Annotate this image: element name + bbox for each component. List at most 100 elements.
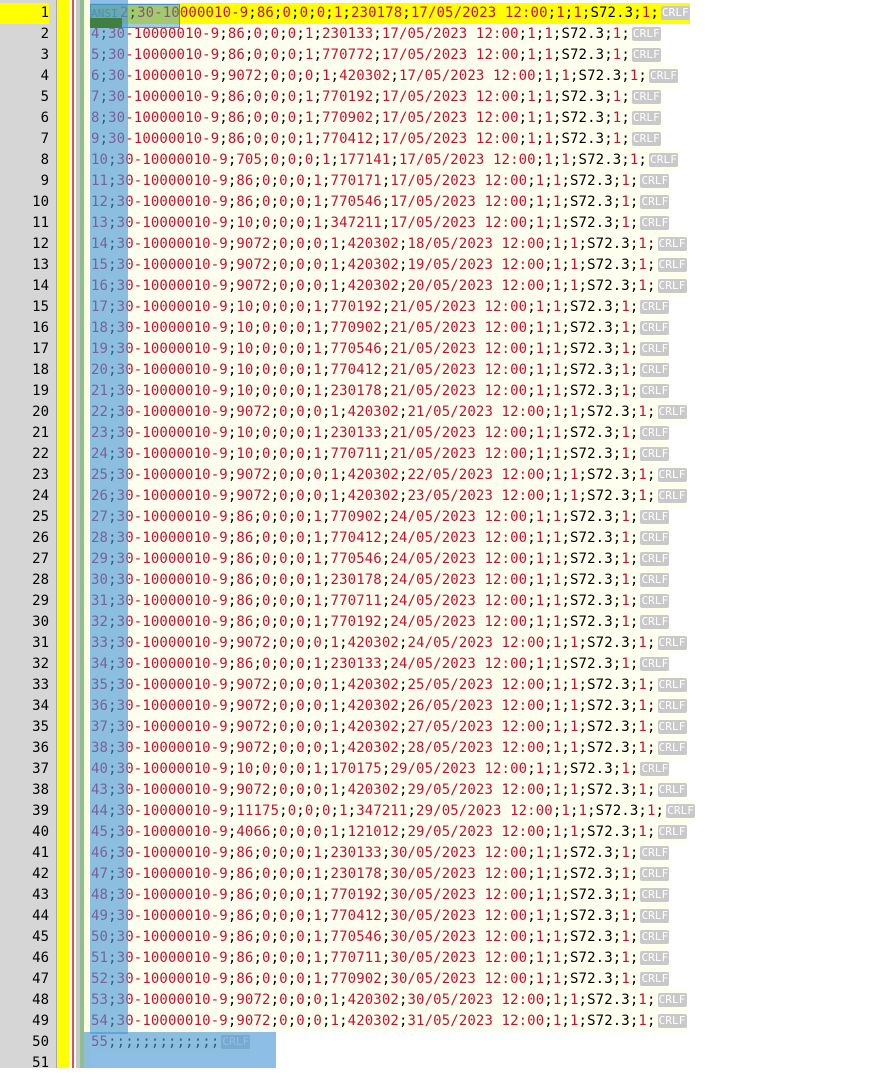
line-text[interactable]: 6;30-10000010-9;9072;0;0;0;1;420302;17/0… [91,66,678,87]
editor-line[interactable]: 4 6;30-10000010-9;9072;0;0;0;1;420302;17/… [0,66,870,87]
editor-line[interactable]: 49 54;30-10000010-9;9072;0;0;0;1;420302;3… [0,1011,870,1032]
line-text[interactable]: 36;30-10000010-9;9072;0;0;0;1;420302;26/… [91,696,687,717]
line-number-gutter[interactable] [0,0,57,1068]
line-text[interactable]: 49;30-10000010-9;86;0;0;0;1;770412;30/05… [91,906,670,927]
editor-line[interactable]: 17 19;30-10000010-9;10;0;0;0;1;770546;21/… [0,339,870,360]
line-text[interactable]: 16;30-10000010-9;9072;0;0;0;1;420302;20/… [91,276,687,297]
line-text[interactable]: 34;30-10000010-9;86;0;0;0;1;230133;24/05… [91,654,670,675]
line-text[interactable]: ANSI 2;30-10000010-9;86;0;0;0;1;230178;17… [91,3,690,24]
editor-line[interactable]: 33 35;30-10000010-9;9072;0;0;0;1;420302;2… [0,675,870,696]
line-text[interactable]: 54;30-10000010-9;9072;0;0;0;1;420302;31/… [91,1011,687,1032]
line-text[interactable]: 14;30-10000010-9;9072;0;0;0;1;420302;18/… [91,234,687,255]
editor-line[interactable]: 50 55;;;;;;;;;;;;; CRLF [0,1032,870,1053]
line-text[interactable]: 40;30-10000010-9;10;0;0;0;1;170175;29/05… [91,759,670,780]
line-text[interactable]: 51;30-10000010-9;86;0;0;0;1;770711;30/05… [91,948,670,969]
line-text[interactable]: 24;30-10000010-9;10;0;0;0;1;770711;21/05… [91,444,670,465]
editor-line[interactable]: 47 52;30-10000010-9;86;0;0;0;1;770902;30/… [0,969,870,990]
line-text[interactable]: 13;30-10000010-9;10;0;0;0;1;347211;17/05… [91,213,670,234]
editor-line[interactable]: 10 12;30-10000010-9;86;0;0;0;1;770546;17/… [0,192,870,213]
editor-line[interactable]: 3 5;30-10000010-9;86;0;0;0;1;770772;17/05… [0,45,870,66]
editor-line[interactable]: 30 32;30-10000010-9;86;0;0;0;1;770192;24/… [0,612,870,633]
line-text[interactable]: 10;30-10000010-9;705;0;0;0;1;177141;17/0… [91,150,678,171]
line-text[interactable]: 38;30-10000010-9;9072;0;0;0;1;420302;28/… [91,738,687,759]
line-text[interactable]: 43;30-10000010-9;9072;0;0;0;1;420302;29/… [91,780,687,801]
editor-line[interactable]: 16 18;30-10000010-9;10;0;0;0;1;770902;21/… [0,318,870,339]
editor-line[interactable]: 15 17;30-10000010-9;10;0;0;0;1;770192;21/… [0,297,870,318]
editor-line[interactable]: 32 34;30-10000010-9;86;0;0;0;1;230133;24/… [0,654,870,675]
line-text[interactable]: 33;30-10000010-9;9072;0;0;0;1;420302;24/… [91,633,687,654]
editor-line[interactable]: 2 4;30-10000010-9;86;0;0;0;1;230133;17/05… [0,24,870,45]
bookmark-margin[interactable] [57,0,69,1068]
line-text[interactable]: 20;30-10000010-9;10;0;0;0;1;770412;21/05… [91,360,670,381]
line-text[interactable]: 12;30-10000010-9;86;0;0;0;1;770546;17/05… [91,192,670,213]
line-text[interactable]: 21;30-10000010-9;10;0;0;0;1;230178;21/05… [91,381,670,402]
line-text[interactable]: 35;30-10000010-9;9072;0;0;0;1;420302;25/… [91,675,687,696]
editor-line[interactable]: 43 48;30-10000010-9;86;0;0;0;1;770192;30/… [0,885,870,906]
editor-line[interactable]: 25 27;30-10000010-9;86;0;0;0;1;770902;24/… [0,507,870,528]
line-text[interactable]: 5;30-10000010-9;86;0;0;0;1;770772;17/05/… [91,45,661,66]
editor-line[interactable]: 7 9;30-10000010-9;86;0;0;0;1;770412;17/05… [0,129,870,150]
editor-line[interactable]: 8 10;30-10000010-9;705;0;0;0;1;177141;17/… [0,150,870,171]
line-text[interactable]: 25;30-10000010-9;9072;0;0;0;1;420302;22/… [91,465,687,486]
editor-line[interactable]: 40 45;30-10000010-9;4066;0;0;0;1;121012;2… [0,822,870,843]
editor-line[interactable]: 13 15;30-10000010-9;9072;0;0;0;1;420302;1… [0,255,870,276]
editor-line[interactable]: 20 22;30-10000010-9;9072;0;0;0;1;420302;2… [0,402,870,423]
editor-line[interactable]: 23 25;30-10000010-9;9072;0;0;0;1;420302;2… [0,465,870,486]
line-text[interactable]: 22;30-10000010-9;9072;0;0;0;1;420302;21/… [91,402,687,423]
line-text[interactable]: 47;30-10000010-9;86;0;0;0;1;230178;30/05… [91,864,670,885]
editor-line[interactable]: 45 50;30-10000010-9;86;0;0;0;1;770546;30/… [0,927,870,948]
line-text[interactable]: 44;30-10000010-9;11175;0;0;0;1;347211;29… [91,801,696,822]
editor-line[interactable]: 6 8;30-10000010-9;86;0;0;0;1;770902;17/05… [0,108,870,129]
line-text[interactable]: 46;30-10000010-9;86;0;0;0;1;230133;30/05… [91,843,670,864]
line-text[interactable]: 52;30-10000010-9;86;0;0;0;1;770902;30/05… [91,969,670,990]
editor-line[interactable]: 12 14;30-10000010-9;9072;0;0;0;1;420302;1… [0,234,870,255]
editor-line[interactable]: 42 47;30-10000010-9;86;0;0;0;1;230178;30/… [0,864,870,885]
editor-line[interactable]: 1 ANSI 2;30-10000010-9;86;0;0;0;1;230178;1… [0,3,870,24]
line-text[interactable]: 50;30-10000010-9;86;0;0;0;1;770546;30/05… [91,927,670,948]
line-text[interactable]: 17;30-10000010-9;10;0;0;0;1;770192;21/05… [91,297,670,318]
editor-text-area[interactable]: 1 ANSI 2;30-10000010-9;86;0;0;0;1;230178;1… [0,3,870,1053]
line-text[interactable]: 27;30-10000010-9;86;0;0;0;1;770902;24/05… [91,507,670,528]
editor-line[interactable]: 22 24;30-10000010-9;10;0;0;0;1;770711;21/… [0,444,870,465]
editor-line[interactable]: 28 30;30-10000010-9;86;0;0;0;1;230178;24/… [0,570,870,591]
editor-line[interactable]: 38 43;30-10000010-9;9072;0;0;0;1;420302;2… [0,780,870,801]
line-text[interactable]: 28;30-10000010-9;86;0;0;0;1;770412;24/05… [91,528,670,549]
line-text[interactable]: 30;30-10000010-9;86;0;0;0;1;230178;24/05… [91,570,670,591]
editor-line[interactable]: 26 28;30-10000010-9;86;0;0;0;1;770412;24/… [0,528,870,549]
editor-line[interactable]: 24 26;30-10000010-9;9072;0;0;0;1;420302;2… [0,486,870,507]
editor-line[interactable]: 48 53;30-10000010-9;9072;0;0;0;1;420302;3… [0,990,870,1011]
line-text[interactable]: 18;30-10000010-9;10;0;0;0;1;770902;21/05… [91,318,670,339]
editor-line[interactable]: 11 13;30-10000010-9;10;0;0;0;1;347211;17/… [0,213,870,234]
editor-line[interactable]: 27 29;30-10000010-9;86;0;0;0;1;770546;24/… [0,549,870,570]
line-text[interactable]: 53;30-10000010-9;9072;0;0;0;1;420302;30/… [91,990,687,1011]
editor-line[interactable]: 37 40;30-10000010-9;10;0;0;0;1;170175;29/… [0,759,870,780]
editor-line[interactable]: 41 46;30-10000010-9;86;0;0;0;1;230133;30/… [0,843,870,864]
editor-line[interactable]: 34 36;30-10000010-9;9072;0;0;0;1;420302;2… [0,696,870,717]
editor-line[interactable]: 35 37;30-10000010-9;9072;0;0;0;1;420302;2… [0,717,870,738]
editor-line[interactable]: 5 7;30-10000010-9;86;0;0;0;1;770192;17/05… [0,87,870,108]
line-text[interactable]: 55;;;;;;;;;;;;; CRLF [91,1032,251,1053]
line-text[interactable]: 7;30-10000010-9;86;0;0;0;1;770192;17/05/… [91,87,661,108]
line-text[interactable]: 32;30-10000010-9;86;0;0;0;1;770192;24/05… [91,612,670,633]
line-text[interactable]: 31;30-10000010-9;86;0;0;0;1;770711;24/05… [91,591,670,612]
line-text[interactable]: 29;30-10000010-9;86;0;0;0;1;770546;24/05… [91,549,670,570]
editor-line[interactable]: 44 49;30-10000010-9;86;0;0;0;1;770412;30/… [0,906,870,927]
editor-line[interactable]: 18 20;30-10000010-9;10;0;0;0;1;770412;21/… [0,360,870,381]
editor-line[interactable]: 29 31;30-10000010-9;86;0;0;0;1;770711;24/… [0,591,870,612]
editor-line[interactable]: 14 16;30-10000010-9;9072;0;0;0;1;420302;2… [0,276,870,297]
line-text[interactable]: 8;30-10000010-9;86;0;0;0;1;770902;17/05/… [91,108,661,129]
editor-line[interactable]: 31 33;30-10000010-9;9072;0;0;0;1;420302;2… [0,633,870,654]
line-text[interactable]: 19;30-10000010-9;10;0;0;0;1;770546;21/05… [91,339,670,360]
fold-margin[interactable] [76,0,80,1068]
editor-line[interactable]: 36 38;30-10000010-9;9072;0;0;0;1;420302;2… [0,738,870,759]
editor-line[interactable]: 21 23;30-10000010-9;10;0;0;0;1;230133;21/… [0,423,870,444]
line-text[interactable]: 9;30-10000010-9;86;0;0;0;1;770412;17/05/… [91,129,661,150]
editor-line[interactable]: 9 11;30-10000010-9;86;0;0;0;1;770171;17/0… [0,171,870,192]
line-text[interactable]: 45;30-10000010-9;4066;0;0;0;1;121012;29/… [91,822,687,843]
line-text[interactable]: 11;30-10000010-9;86;0;0;0;1;770171;17/05… [91,171,670,192]
line-text[interactable]: 23;30-10000010-9;10;0;0;0;1;230133;21/05… [91,423,670,444]
editor-line[interactable]: 46 51;30-10000010-9;86;0;0;0;1;770711;30/… [0,948,870,969]
line-text[interactable]: 26;30-10000010-9;9072;0;0;0;1;420302;23/… [91,486,687,507]
editor-line[interactable]: 19 21;30-10000010-9;10;0;0;0;1;230178;21/… [0,381,870,402]
line-text[interactable]: 37;30-10000010-9;9072;0;0;0;1;420302;27/… [91,717,687,738]
